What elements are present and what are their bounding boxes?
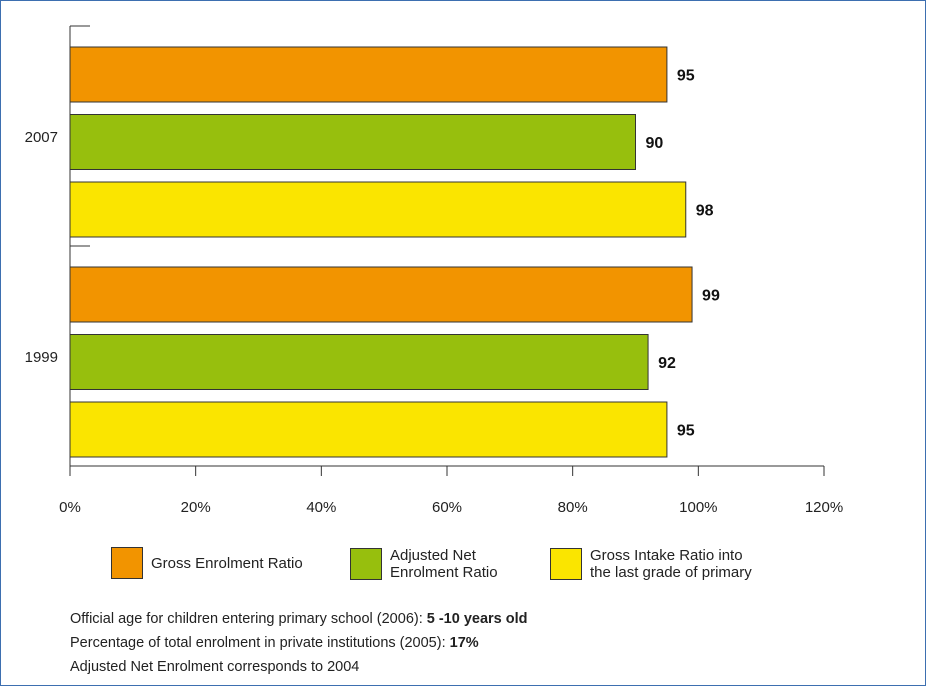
bar-data-label: 90 [646, 135, 664, 152]
legend-swatch-gross-intake [550, 548, 582, 580]
note-private-enrolment-value: 17% [449, 635, 479, 651]
note-private-enrolment: Percentage of total enrolment in private… [70, 635, 479, 651]
bar [69, 114, 636, 170]
x-tick-label: 40% [306, 499, 336, 516]
bar [69, 266, 693, 323]
note-official-age: Official age for children entering prima… [70, 611, 528, 627]
bar-data-label: 92 [658, 355, 676, 372]
bar-data-label: 98 [696, 203, 714, 220]
legend-item-gross-intake: Gross Intake Ratio into the last grade o… [550, 547, 752, 581]
bar [69, 46, 668, 103]
bar-data-label: 95 [677, 68, 695, 85]
bar [69, 401, 668, 458]
note-official-age-value: 5 -10 years old [426, 611, 528, 627]
y-category-label: 2007 [25, 129, 58, 146]
bar [69, 181, 687, 238]
legend-label-gross-intake: Gross Intake Ratio into the last grade o… [590, 547, 752, 581]
bar-chart: 0% 20% 40% 60% 80% 100% 120% 2007 95 90 98 1999 99 92… [25, 25, 843, 516]
x-tick-label: 60% [432, 499, 462, 516]
legend-item-gross-enrolment: Gross Enrolment Ratio [111, 547, 303, 579]
note-official-age-text: Official age for children entering prima… [70, 611, 427, 627]
note-adjusted-net: Adjusted Net Enrolment corresponds to 20… [70, 659, 359, 675]
x-tick-label: 20% [181, 499, 211, 516]
legend-item-adjusted-net: Adjusted Net Enrolment Ratio [350, 547, 498, 581]
bar-data-label: 99 [702, 288, 720, 305]
legend-label-gross-enrolment: Gross Enrolment Ratio [151, 554, 303, 572]
y-category-label: 1999 [25, 349, 58, 366]
legend-label-adjusted-net: Adjusted Net Enrolment Ratio [390, 547, 498, 581]
bar-data-label: 95 [677, 423, 695, 440]
x-tick-label: 0% [59, 499, 81, 516]
legend-swatch-gross-enrolment [111, 547, 143, 579]
note-private-enrolment-text: Percentage of total enrolment in private… [70, 635, 450, 651]
legend-swatch-adjusted-net [350, 548, 382, 580]
note-adjusted-net-text: Adjusted Net Enrolment corresponds to 20… [70, 659, 360, 675]
x-tick-label: 120% [805, 499, 843, 516]
bar [69, 334, 649, 390]
x-tick-label: 80% [558, 499, 588, 516]
x-tick-label: 100% [679, 499, 717, 516]
